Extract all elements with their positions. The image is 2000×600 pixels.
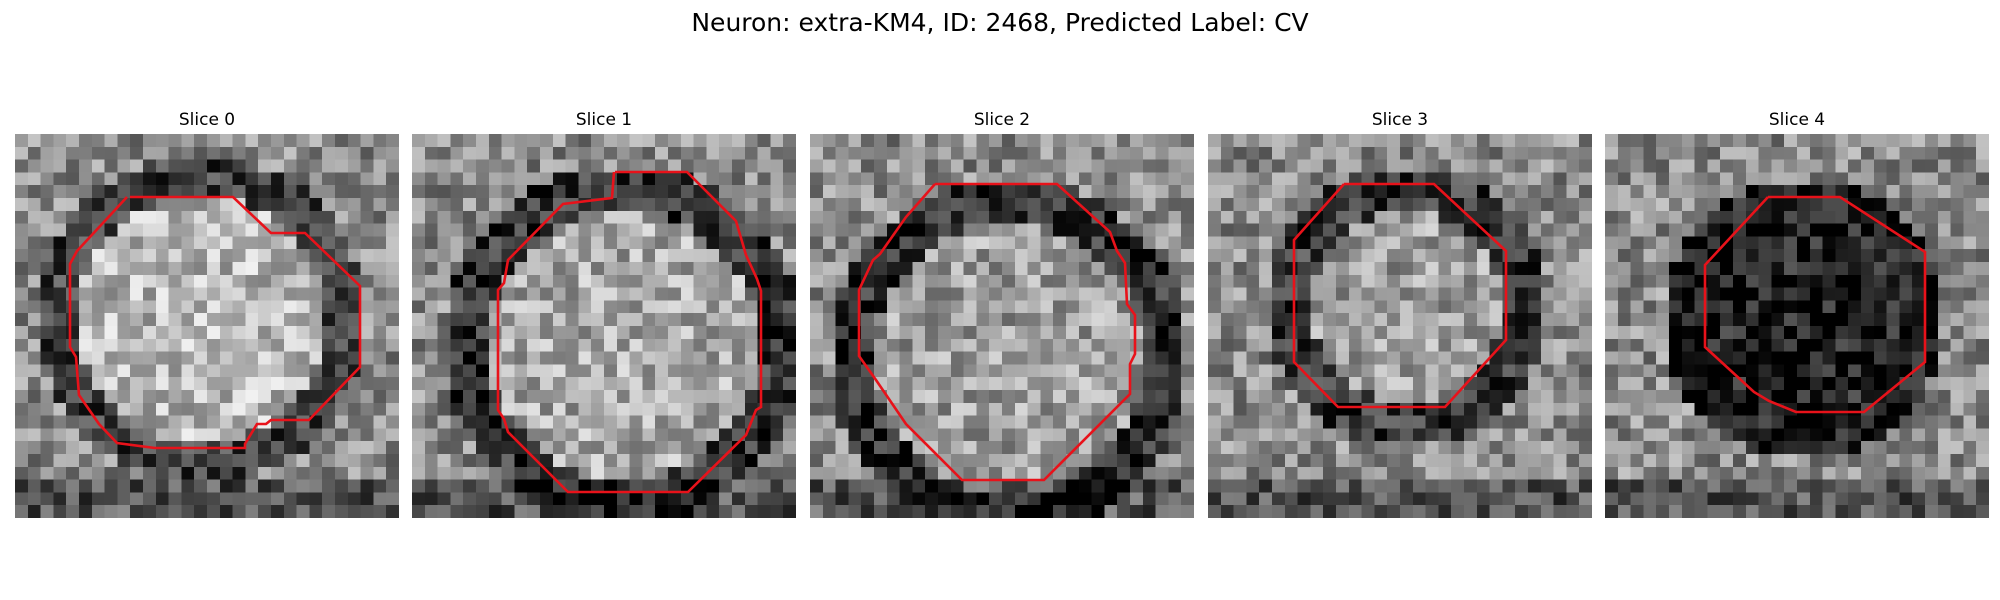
roi-outline-layer	[15, 134, 399, 518]
slice-image	[1208, 134, 1592, 518]
roi-outline	[70, 197, 360, 448]
slice-title: Slice 1	[412, 108, 796, 132]
roi-outline	[859, 184, 1135, 480]
slice-title: Slice 3	[1208, 108, 1592, 132]
roi-outline-layer	[810, 134, 1194, 518]
slice-image	[810, 134, 1194, 518]
slice-image	[1605, 134, 1989, 518]
slice-title: Slice 0	[15, 108, 399, 132]
figure-title: Neuron: extra-KM4, ID: 2468, Predicted L…	[0, 6, 2000, 40]
roi-outline	[1705, 197, 1925, 412]
slice-title: Slice 2	[810, 108, 1194, 132]
roi-outline-layer	[1605, 134, 1989, 518]
roi-outline	[498, 172, 761, 492]
slice-title: Slice 4	[1605, 108, 1989, 132]
slice-image	[412, 134, 796, 518]
roi-outline-layer	[1208, 134, 1592, 518]
roi-outline-layer	[412, 134, 796, 518]
roi-outline	[1294, 184, 1506, 407]
slice-image	[15, 134, 399, 518]
